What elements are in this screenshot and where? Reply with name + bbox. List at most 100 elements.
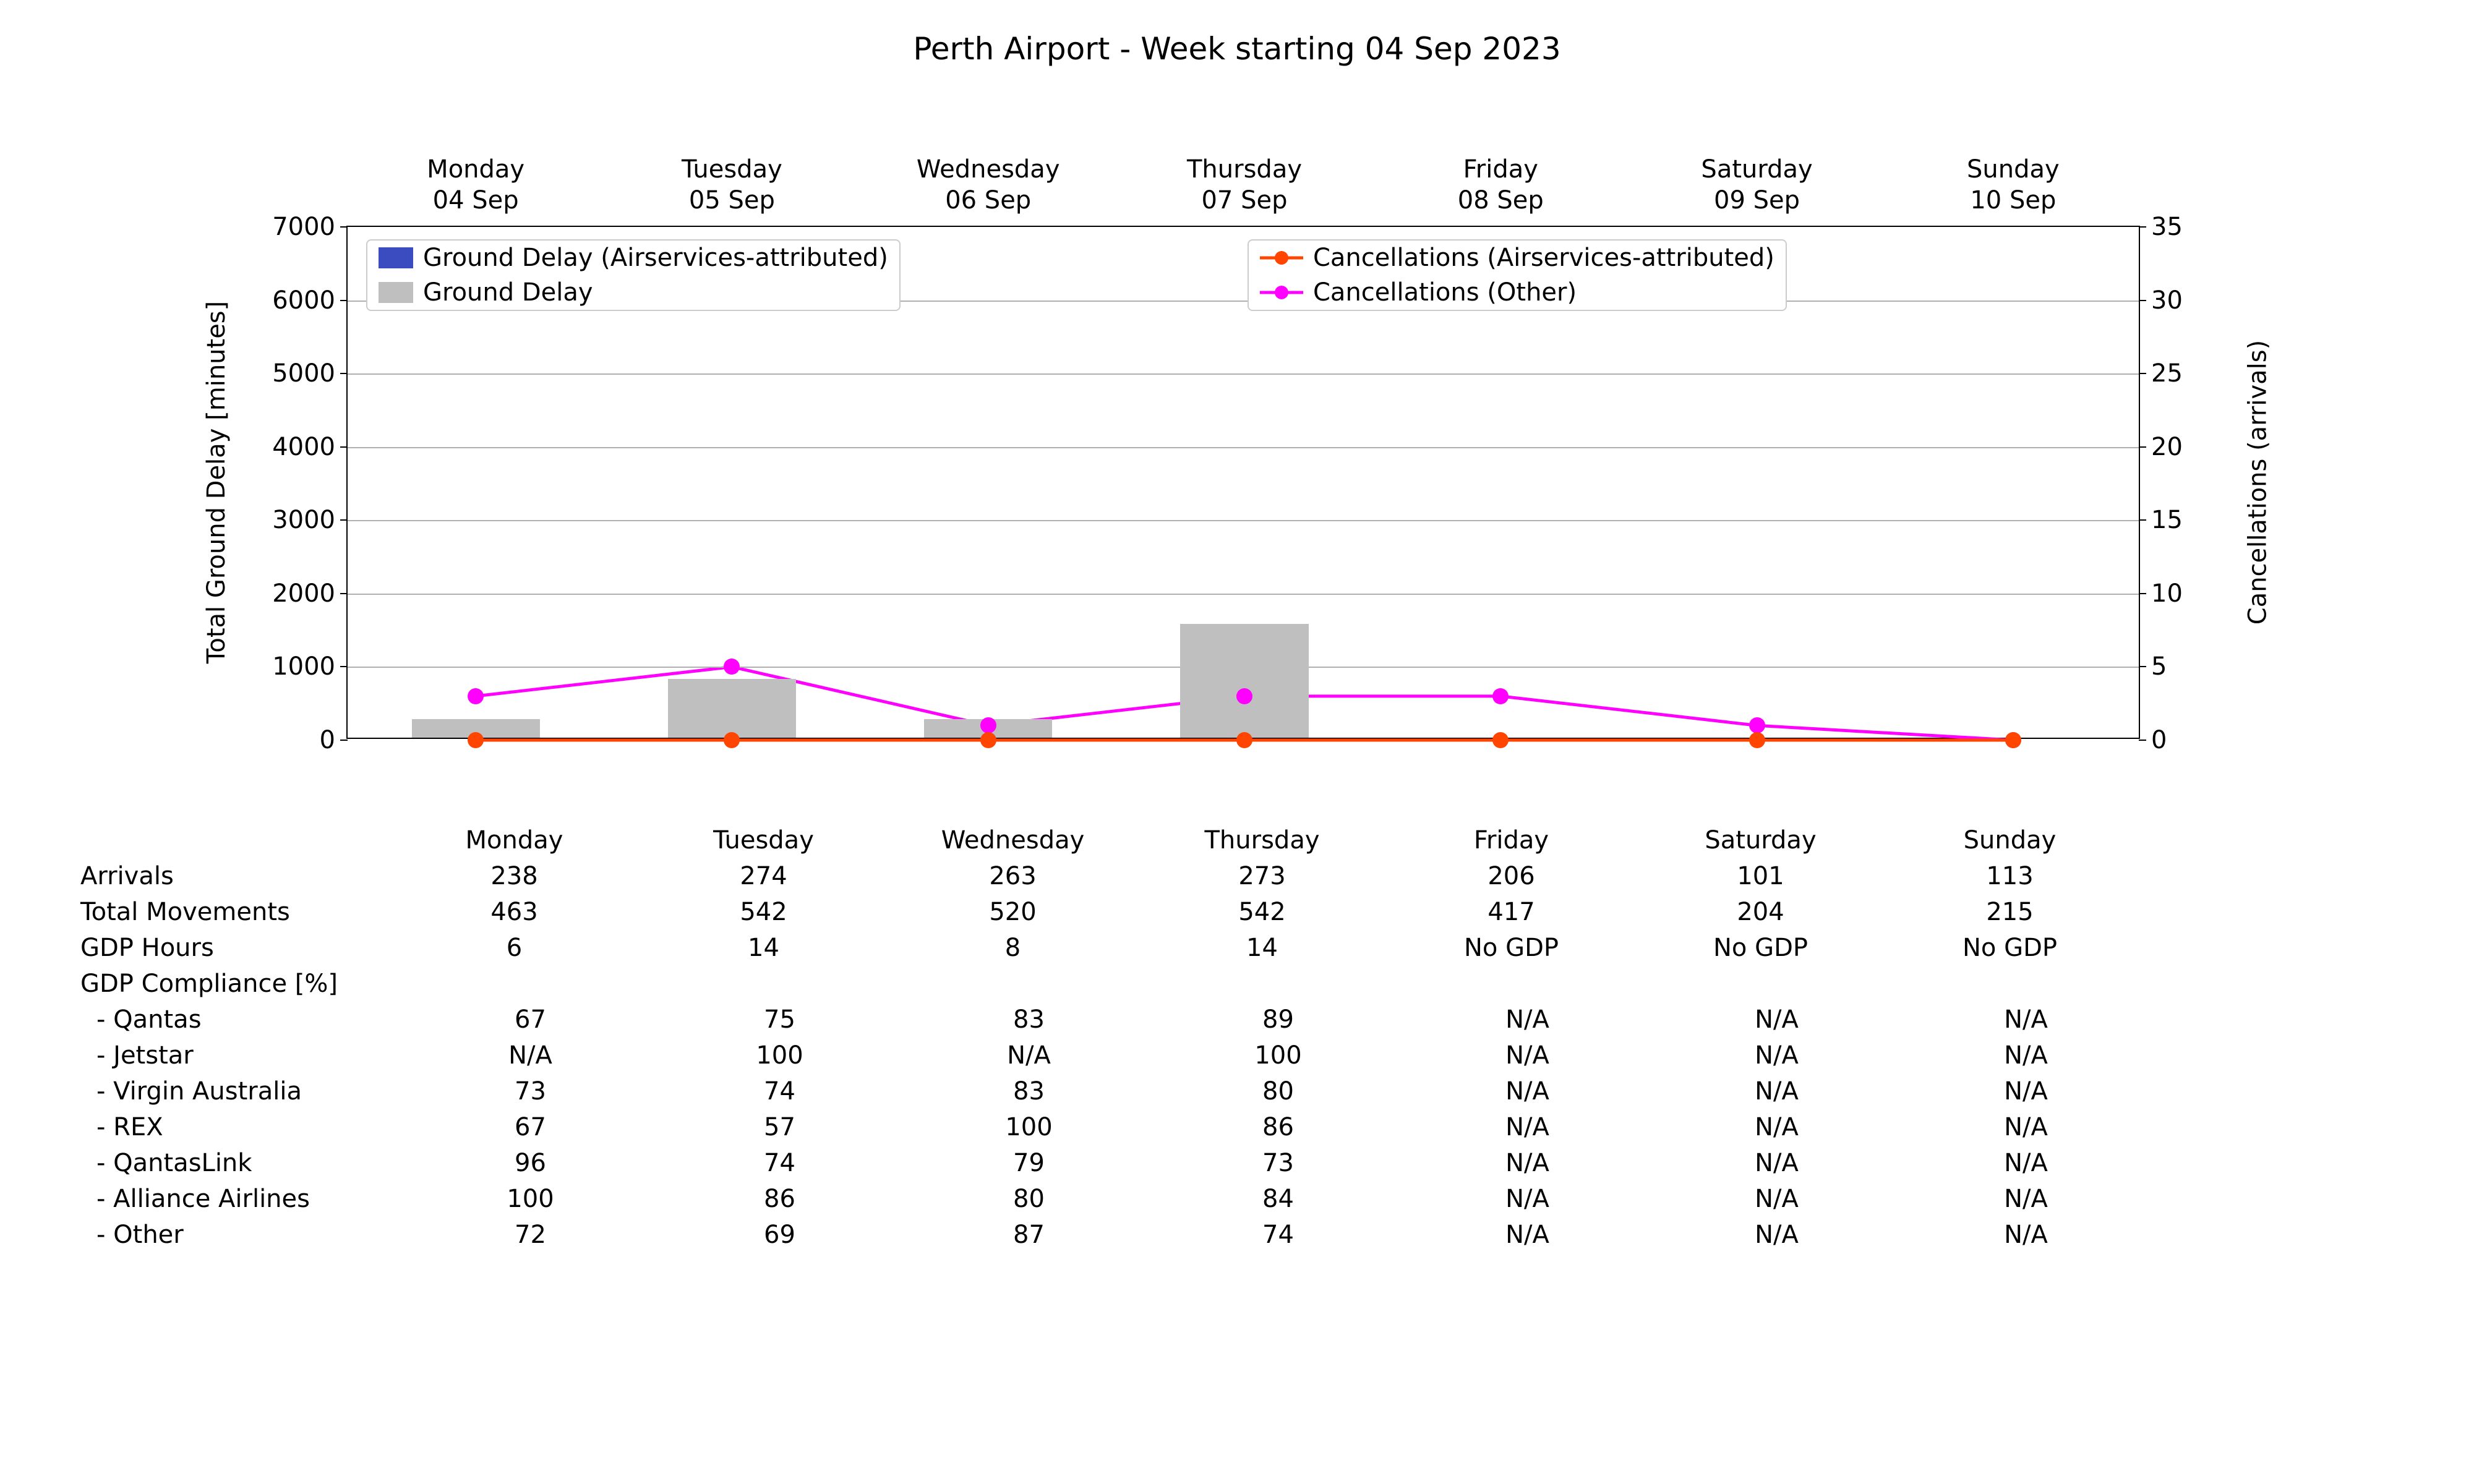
data-table: MondayTuesdayWednesdayThursdayFridaySatu… xyxy=(80,822,2140,1253)
legend-swatch xyxy=(379,247,413,268)
table-cell: 520 xyxy=(888,898,1137,926)
table-cell: N/A xyxy=(1403,1041,1652,1070)
cancellations-other-marker xyxy=(724,659,740,675)
table-cell: 73 xyxy=(1154,1149,1403,1177)
x-category-label: Thursday07 Sep xyxy=(1187,154,1302,227)
table-cell: 113 xyxy=(1885,862,2134,890)
table-cell: N/A xyxy=(1901,1149,2151,1177)
table-cell: 73 xyxy=(406,1077,655,1106)
y-left-tick-label: 6000 xyxy=(272,286,348,315)
y-left-tick-label: 2000 xyxy=(272,579,348,608)
table-cell: No GDP xyxy=(1387,934,1636,962)
table-cell: N/A xyxy=(1901,1221,2151,1249)
table-cell: 100 xyxy=(406,1185,655,1213)
legend-label: Ground Delay xyxy=(423,278,593,307)
table-row-label: - Virgin Australia xyxy=(80,1077,406,1106)
y-right-tick-label: 35 xyxy=(2139,213,2183,241)
table-cell: 100 xyxy=(1154,1041,1403,1070)
x-category-label: Tuesday05 Sep xyxy=(682,154,782,227)
table-cell: 89 xyxy=(1154,1005,1403,1034)
table-cell: No GDP xyxy=(1885,934,2134,962)
table-row: - QantasLink96747973N/AN/AN/A xyxy=(80,1145,2140,1181)
table-row: Total Movements463542520542417204215 xyxy=(80,894,2140,930)
table-cell: 67 xyxy=(406,1113,655,1141)
table-cell: 75 xyxy=(655,1005,904,1034)
x-category-label: Monday04 Sep xyxy=(427,154,524,227)
table-cell: 86 xyxy=(655,1185,904,1213)
gridline xyxy=(348,373,2139,375)
y-right-tick-label: 20 xyxy=(2139,433,2183,461)
table-cell: N/A xyxy=(1403,1113,1652,1141)
x-category-label: Sunday10 Sep xyxy=(1967,154,2060,227)
table-cell: 215 xyxy=(1885,898,2134,926)
table-cell: 84 xyxy=(1154,1185,1403,1213)
table-cell: 69 xyxy=(655,1221,904,1249)
table-row: - Alliance Airlines100868084N/AN/AN/A xyxy=(80,1181,2140,1217)
legend-bars: Ground Delay (Airservices-attributed) Gro… xyxy=(366,239,901,311)
table-cell: 83 xyxy=(904,1005,1154,1034)
table-row: - REX675710086N/AN/AN/A xyxy=(80,1109,2140,1145)
table-cell: 67 xyxy=(406,1005,655,1034)
table-cell: 206 xyxy=(1387,862,1636,890)
table-cell: N/A xyxy=(1652,1005,1901,1034)
chart: Total Ground Delay [minutes] Cancellatio… xyxy=(346,226,2140,739)
table-cell: 79 xyxy=(904,1149,1154,1177)
cancellations-airservices-marker xyxy=(980,732,996,748)
table-cell: 80 xyxy=(1154,1077,1403,1106)
table-header-cell: Wednesday xyxy=(888,826,1137,855)
table-cell: 72 xyxy=(406,1221,655,1249)
x-category-label: Saturday09 Sep xyxy=(1701,154,1812,227)
table-row-label: - QantasLink xyxy=(80,1149,406,1177)
table-row-label: Total Movements xyxy=(80,898,390,926)
cancellations-airservices-marker xyxy=(2005,732,2021,748)
table-header-cell: Thursday xyxy=(1137,826,1387,855)
cancellations-airservices-marker xyxy=(1236,732,1252,748)
table-cell: N/A xyxy=(1901,1077,2151,1106)
y-axis-right-label: Cancellations (arrivals) xyxy=(2243,340,2272,625)
legend-item: Ground Delay (Airservices-attributed) xyxy=(367,241,899,275)
y-right-tick-label: 30 xyxy=(2139,286,2183,315)
table-cell: 417 xyxy=(1387,898,1636,926)
table-cell: N/A xyxy=(1652,1149,1901,1177)
table-cell: 8 xyxy=(888,934,1137,962)
cancellations-other-marker xyxy=(980,717,996,733)
y-left-tick-label: 3000 xyxy=(272,506,348,534)
table-cell: N/A xyxy=(1652,1221,1901,1249)
table-cell: N/A xyxy=(1901,1041,2151,1070)
table-cell: N/A xyxy=(406,1041,655,1070)
y-left-tick-label: 1000 xyxy=(272,652,348,681)
table-row-label: GDP Hours xyxy=(80,934,390,962)
y-right-tick-label: 5 xyxy=(2139,652,2167,681)
table-cell: 274 xyxy=(639,862,888,890)
table-cell: N/A xyxy=(1403,1149,1652,1177)
table-cell: 238 xyxy=(390,862,639,890)
table-cell: 542 xyxy=(1137,898,1387,926)
plot-area: 0100020003000400050006000700005101520253… xyxy=(346,226,2140,739)
legend-item: Ground Delay xyxy=(367,275,899,310)
cancellations-other-marker xyxy=(468,688,484,704)
table-cell: No GDP xyxy=(1636,934,1885,962)
table-cell: N/A xyxy=(1403,1005,1652,1034)
table-row: - Qantas67758389N/AN/AN/A xyxy=(80,1002,2140,1038)
table-cell: 14 xyxy=(1137,934,1387,962)
cancellations-airservices-marker xyxy=(1492,732,1509,748)
legend-item: Cancellations (Airservices-attributed) xyxy=(1249,241,1786,275)
legend-item: Cancellations (Other) xyxy=(1249,275,1786,310)
table-cell: 100 xyxy=(904,1113,1154,1141)
gridline xyxy=(348,594,2139,595)
bar-ground-delay xyxy=(1180,624,1308,738)
page-title: Perth Airport - Week starting 04 Sep 202… xyxy=(0,31,2474,67)
cancellations-other-marker xyxy=(1236,688,1252,704)
table-row: - JetstarN/A100N/A100N/AN/AN/A xyxy=(80,1038,2140,1073)
gridline xyxy=(348,520,2139,521)
x-category-label: Friday08 Sep xyxy=(1458,154,1544,227)
table-cell: N/A xyxy=(1403,1221,1652,1249)
legend-label: Ground Delay (Airservices-attributed) xyxy=(423,244,888,272)
table-cell: 100 xyxy=(655,1041,904,1070)
table-cell: 74 xyxy=(1154,1221,1403,1249)
table-row: - Virgin Australia73748380N/AN/AN/A xyxy=(80,1073,2140,1109)
legend-label: Cancellations (Airservices-attributed) xyxy=(1313,244,1774,272)
table-cell: N/A xyxy=(1403,1077,1652,1106)
table-header-cell: Monday xyxy=(390,826,639,855)
page: Perth Airport - Week starting 04 Sep 202… xyxy=(0,0,2474,1484)
